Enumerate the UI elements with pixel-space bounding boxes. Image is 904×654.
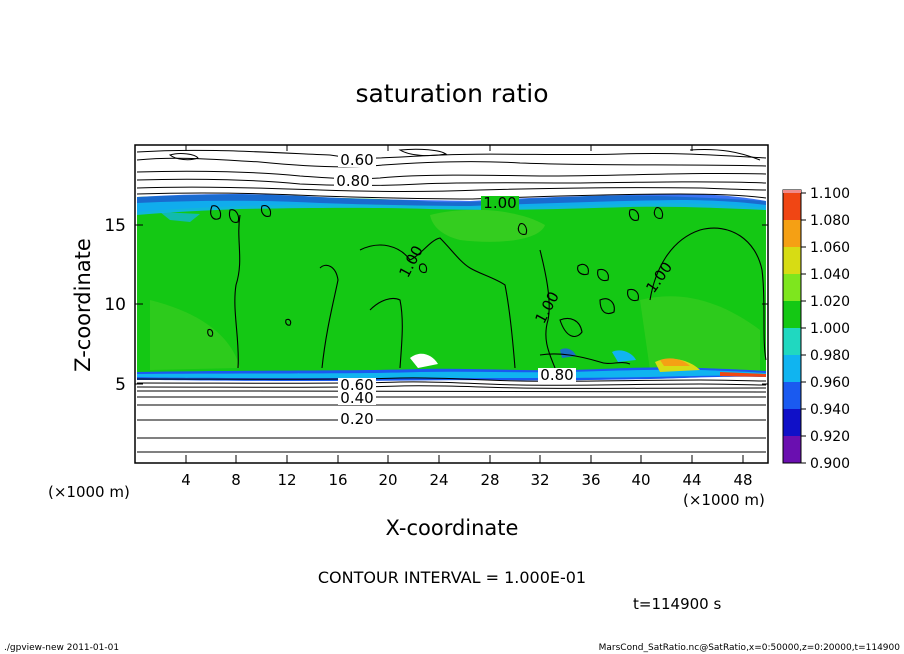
colorbar-label: 1.080 xyxy=(810,213,850,229)
colorbar-label: 1.000 xyxy=(810,321,850,337)
x-tick-label: 40 xyxy=(631,471,650,489)
contour-label-2: 1.00 xyxy=(483,194,516,212)
x-tick-label: 32 xyxy=(530,471,549,489)
colorbar-swatch xyxy=(783,247,801,274)
colorbar-swatch xyxy=(783,355,801,382)
y-axis-label: Z-coordinate xyxy=(71,238,95,372)
x-tick-label: 28 xyxy=(480,471,499,489)
colorbar-label: 1.060 xyxy=(810,240,850,256)
colorbar-label: 0.940 xyxy=(810,402,850,418)
saturated-layer xyxy=(137,194,766,377)
colorbar-label: 1.040 xyxy=(810,267,850,283)
colorbar-swatch xyxy=(783,328,801,355)
contour-label-0: 0.60 xyxy=(340,151,373,169)
x-tick-label: 20 xyxy=(378,471,397,489)
colorbar-swatch xyxy=(783,436,801,463)
x-tick-label: 4 xyxy=(181,471,191,489)
x-unit-right: (×1000 m) xyxy=(683,491,765,509)
plot-area xyxy=(134,144,769,464)
y-tick-label: 10 xyxy=(104,295,126,315)
colorbar-label: 0.960 xyxy=(810,375,850,391)
y-tick-label: 15 xyxy=(104,216,126,236)
x-tick-label: 24 xyxy=(429,471,448,489)
colorbar-label: 1.020 xyxy=(810,294,850,310)
colorbar-swatch xyxy=(783,301,801,328)
x-tick-label: 36 xyxy=(581,471,600,489)
colorbar-top-swatch xyxy=(783,190,801,193)
contour-label-1: 0.80 xyxy=(336,172,369,190)
colorbar-swatch xyxy=(783,193,801,220)
contour-label-6: 0.80 xyxy=(540,366,573,384)
y-tick-label: 5 xyxy=(115,375,126,395)
x-axis-label: X-coordinate xyxy=(386,516,519,540)
x-tick-label: 8 xyxy=(231,471,241,489)
contour-label-9: 0.20 xyxy=(340,410,373,428)
x-tick-label: 12 xyxy=(277,471,296,489)
contour-label-7: 0.60 xyxy=(340,376,373,394)
colorbar-swatch xyxy=(783,220,801,247)
x-tick-label: 48 xyxy=(733,471,752,489)
colorbar: 0.900 0.920 0.940 0.960 0.980 1.000 1.02… xyxy=(782,186,850,472)
x-tick-label: 16 xyxy=(328,471,347,489)
x-unit-left: (×1000 m) xyxy=(48,483,130,501)
x-tick-label: 44 xyxy=(682,471,701,489)
colorbar-swatch xyxy=(783,382,801,409)
contour-interval-note: CONTOUR INTERVAL = 1.000E-01 xyxy=(318,568,586,587)
time-label: t=114900 s xyxy=(633,595,721,613)
colorbar-label: 0.900 xyxy=(810,456,850,472)
colorbar-label: 1.100 xyxy=(810,186,850,202)
chart-title: saturation ratio xyxy=(355,79,548,108)
colorbar-swatch xyxy=(783,274,801,301)
contour-label-8: 0.40 xyxy=(340,389,373,407)
colorbar-swatch xyxy=(783,409,801,436)
colorbar-label: 0.920 xyxy=(810,429,850,445)
footer-left: ./gpview-new 2011-01-01 xyxy=(4,643,119,653)
colorbar-label: 0.980 xyxy=(810,348,850,364)
footer-right: MarsCond_SatRatio.nc@SatRatio,x=0:50000,… xyxy=(599,643,901,653)
